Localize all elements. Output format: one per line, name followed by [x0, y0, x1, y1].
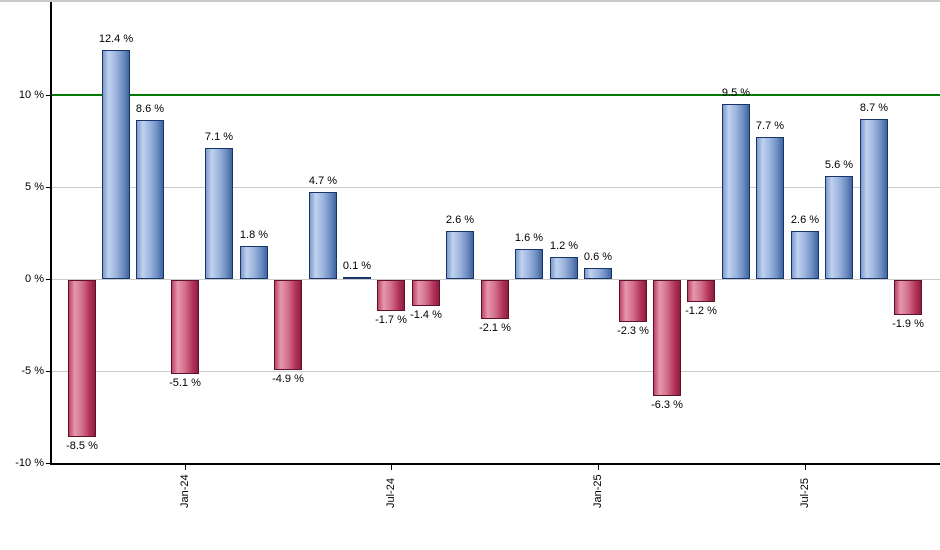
y-axis-tick-10 — [46, 95, 51, 96]
bar-Apr-25 — [687, 280, 715, 302]
y-axis-label--10: -10 % — [15, 457, 44, 469]
x-axis-label-Jul-24: Jul-24 — [385, 478, 397, 508]
bar-value-label-Oct-24: -2.1 % — [479, 322, 511, 334]
y-axis-tick-0 — [46, 279, 51, 280]
y-axis-tick-5 — [46, 187, 51, 188]
bar-Jun-25 — [756, 137, 784, 279]
bar-Mar-24 — [240, 246, 268, 279]
bar-Sep-25 — [860, 119, 888, 279]
bar-value-label-Mar-24: 1.8 % — [239, 229, 269, 241]
bar-value-label-Aug-25: 5.6 % — [824, 159, 854, 171]
bar-value-label-Oct-23: -8.5 % — [66, 440, 98, 452]
y-axis-label-5: 5 % — [25, 181, 44, 193]
y-axis-line — [50, 2, 52, 464]
bar-Sep-24 — [446, 231, 474, 279]
bar-Mar-25 — [653, 280, 681, 396]
bar-May-25 — [722, 104, 750, 279]
bar-value-label-Mar-25: -6.3 % — [651, 399, 683, 411]
bar-May-24 — [309, 192, 337, 279]
x-axis-tick-Jan-25 — [598, 465, 599, 470]
bar-value-label-May-25: 9.5 % — [721, 87, 751, 99]
bar-value-label-Sep-24: 2.6 % — [445, 214, 475, 226]
bar-value-label-Nov-23: 12.4 % — [98, 33, 134, 45]
bar-value-label-Nov-24: 1.6 % — [514, 232, 544, 244]
bar-value-label-Feb-24: 7.1 % — [204, 131, 234, 143]
bar-Dec-23 — [136, 120, 164, 279]
bar-Aug-24 — [412, 280, 440, 306]
bar-Feb-25 — [619, 280, 647, 322]
bar-Jan-24 — [171, 280, 199, 374]
bar-Nov-23 — [102, 50, 130, 279]
gridline-0 — [52, 279, 940, 280]
bar-Jun-24 — [343, 277, 371, 279]
x-axis-line — [50, 463, 940, 465]
bar-Oct-25 — [894, 280, 922, 315]
bar-value-label-Jun-24: 0.1 % — [342, 260, 372, 272]
y-axis-tick--10 — [46, 463, 51, 464]
bar-value-label-Jan-24: -5.1 % — [169, 377, 201, 389]
bar-value-label-Dec-24: 1.2 % — [549, 240, 579, 252]
bar-Dec-24 — [550, 257, 578, 279]
reference-line — [52, 94, 940, 96]
gridline--5 — [52, 371, 940, 372]
bar-Jan-25 — [584, 268, 612, 279]
bar-Aug-25 — [825, 176, 853, 279]
x-axis-label-Jan-25: Jan-25 — [592, 474, 604, 508]
bar-value-label-Oct-25: -1.9 % — [892, 318, 924, 330]
y-axis-tick--5 — [46, 371, 51, 372]
bar-value-label-Jan-25: 0.6 % — [583, 251, 613, 263]
bar-Feb-24 — [205, 148, 233, 279]
bar-value-label-Dec-23: 8.6 % — [135, 103, 165, 115]
bar-value-label-Jul-24: -1.7 % — [375, 314, 407, 326]
y-axis-label--5: -5 % — [21, 365, 44, 377]
bar-Oct-23 — [68, 280, 96, 437]
bar-Nov-24 — [515, 249, 543, 279]
y-axis-label-0: 0 % — [25, 273, 44, 285]
bar-value-label-Aug-24: -1.4 % — [410, 309, 442, 321]
x-axis-tick-Jul-25 — [805, 465, 806, 470]
plot-top-border — [0, 0, 940, 2]
bar-value-label-May-24: 4.7 % — [308, 175, 338, 187]
bar-value-label-Apr-25: -1.2 % — [685, 305, 717, 317]
bar-Jul-25 — [791, 231, 819, 279]
bar-value-label-Apr-24: -4.9 % — [272, 373, 304, 385]
x-axis-label-Jan-24: Jan-24 — [179, 474, 191, 508]
gridline-5 — [52, 187, 940, 188]
x-axis-tick-Jul-24 — [391, 465, 392, 470]
bar-value-label-Feb-25: -2.3 % — [617, 325, 649, 337]
x-axis-tick-Jan-24 — [185, 465, 186, 470]
x-axis-label-Jul-25: Jul-25 — [799, 478, 811, 508]
y-axis-label-10: 10 % — [18, 89, 44, 101]
bar-Oct-24 — [481, 280, 509, 319]
bar-value-label-Jun-25: 7.7 % — [755, 120, 785, 132]
bar-value-label-Sep-25: 8.7 % — [859, 102, 889, 114]
bar-value-label-Jul-25: 2.6 % — [790, 214, 820, 226]
bar-Apr-24 — [274, 280, 302, 370]
bar-Jul-24 — [377, 280, 405, 311]
